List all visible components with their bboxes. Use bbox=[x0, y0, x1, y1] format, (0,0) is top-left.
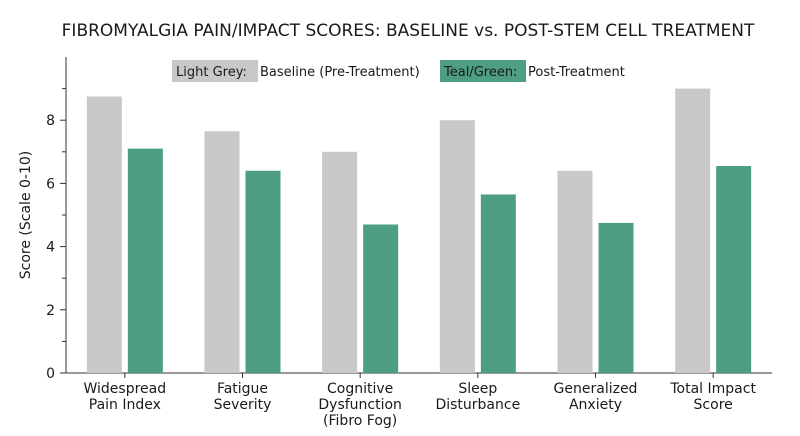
bars bbox=[86, 88, 752, 373]
y-tick-label: 4 bbox=[46, 240, 55, 256]
x-tick-label: Widespread Pain Index bbox=[84, 381, 167, 413]
bar-baseline bbox=[322, 151, 358, 373]
bar-baseline bbox=[439, 120, 475, 373]
bar-baseline bbox=[557, 170, 593, 373]
bar-post bbox=[716, 166, 752, 373]
bar-baseline bbox=[204, 131, 240, 373]
bar-baseline bbox=[86, 96, 122, 373]
bar-post bbox=[245, 170, 281, 373]
y-ticks: 0 2 4 6 8 bbox=[46, 88, 66, 382]
legend-item: Light Grey: Baseline (Pre-Treatment) bbox=[172, 60, 420, 82]
x-tick-label: Total Impact Score bbox=[669, 381, 756, 413]
x-tick-label: Cognitive Dysfunction (Fibro Fog) bbox=[318, 381, 402, 429]
legend-swatch bbox=[440, 60, 526, 82]
legend-swatch-label: Teal/Green: bbox=[443, 65, 517, 80]
bar-post bbox=[598, 222, 634, 373]
x-tick-label: Generalized Anxiety bbox=[554, 381, 638, 413]
y-tick-label: 2 bbox=[46, 303, 55, 319]
legend-text: Post-Treatment bbox=[528, 65, 625, 80]
y-axis-label: Score (Scale 0-10) bbox=[18, 151, 34, 279]
bar-post bbox=[127, 148, 163, 373]
legend: Light Grey: Baseline (Pre-Treatment) Teal/… bbox=[172, 60, 625, 82]
y-tick-label: 6 bbox=[46, 176, 55, 192]
legend-text: Baseline (Pre-Treatment) bbox=[260, 65, 420, 80]
legend-swatch-label: Light Grey: bbox=[176, 65, 247, 80]
x-tick-label: Fatigue Severity bbox=[214, 381, 272, 413]
y-tick-label: 0 bbox=[46, 366, 55, 382]
bar-post bbox=[363, 224, 399, 373]
x-labels: Widespread Pain Index Fatigue Severity Cogni… bbox=[84, 373, 756, 429]
bar-post bbox=[480, 194, 516, 373]
y-tick-label: 8 bbox=[46, 113, 55, 129]
legend-item: Teal/Green: Post-Treatment bbox=[440, 60, 625, 82]
x-tick-label: Sleep Disturbance bbox=[435, 381, 520, 413]
bar-baseline bbox=[675, 88, 711, 373]
chart-title: FIBROMYALGIA PAIN/IMPACT SCORES: BASELIN… bbox=[62, 21, 755, 41]
legend-swatch bbox=[172, 60, 258, 82]
